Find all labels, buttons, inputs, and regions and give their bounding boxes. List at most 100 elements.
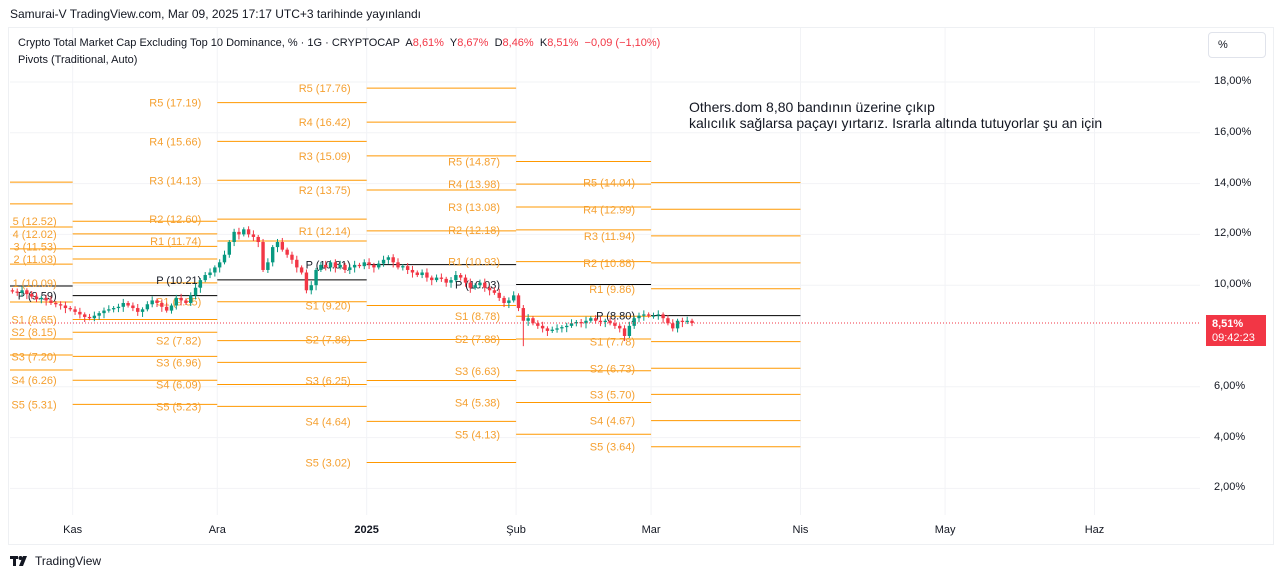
candle-down: [671, 323, 675, 329]
price-tick-label: 18,00%: [1214, 75, 1252, 87]
candle-down: [49, 300, 53, 303]
candle-up: [352, 264, 357, 268]
candle-up: [270, 247, 275, 263]
candle-up: [401, 266, 405, 268]
candle-up: [275, 242, 280, 248]
candle-down: [179, 297, 183, 301]
published-caption: Samurai-V TradingView.com, Mar 09, 2025 …: [10, 7, 421, 21]
candle-up: [314, 269, 318, 286]
candle-up: [20, 290, 24, 293]
pivot-level-label: S3 (6.96): [156, 357, 201, 369]
candle-down: [463, 277, 468, 283]
time-tick-label: 2025: [354, 524, 379, 536]
chart-annotation[interactable]: Others.dom 8,80 bandının üzerine çıkıp k…: [689, 99, 1102, 131]
candle-up: [507, 300, 511, 303]
candle-up: [338, 264, 342, 268]
candle-up: [97, 313, 101, 316]
candle-up: [603, 320, 607, 323]
pivot-level-label: S1 (8.65): [11, 314, 56, 326]
candle-down: [131, 305, 135, 309]
candle-down: [63, 305, 68, 309]
candle-down: [299, 267, 304, 273]
candle-down: [184, 300, 188, 303]
candle-down: [164, 306, 169, 311]
candle-down: [357, 264, 362, 267]
candle-down: [58, 304, 63, 306]
pivot-level-label: R4 (15.66): [149, 136, 201, 148]
candle-down: [391, 257, 395, 263]
symbol-title[interactable]: Crypto Total Market Cap Excluding Top 10…: [18, 37, 400, 49]
percent-scale-button[interactable]: %: [1208, 32, 1266, 58]
price-tick-label: 2,00%: [1214, 481, 1246, 494]
candle-down: [415, 272, 419, 276]
candle-up: [92, 315, 97, 319]
candle-up: [473, 285, 477, 288]
candle-up: [319, 264, 323, 270]
pivot-level-label: R1 (12.14): [299, 226, 351, 238]
price-tick-label: 6,00%: [1214, 379, 1246, 392]
candle-down: [73, 309, 77, 312]
time-tick-label: Kas: [63, 524, 83, 536]
pivot-level-label: S5 (5.23): [156, 401, 201, 413]
candle-down: [487, 287, 492, 291]
candle-down: [246, 229, 251, 235]
candle-up: [102, 310, 106, 314]
pivot-level-label: 4 (12.02): [13, 229, 57, 241]
pivot-level-label: 5 (12.52): [13, 216, 57, 228]
candle-up: [266, 262, 270, 270]
pivot-level-label: S4 (4.64): [305, 416, 350, 428]
symbol-row: Crypto Total Market Cap Excluding Top 10…: [18, 35, 660, 52]
candle-down: [613, 323, 617, 326]
candle-up: [584, 320, 588, 324]
candle-up: [242, 229, 246, 235]
pivot-level-label: S1 (7.78): [590, 337, 635, 349]
candle-down: [410, 269, 415, 273]
candle-up: [193, 287, 198, 296]
pivot-level-label: R5 (17.76): [299, 83, 351, 95]
candle-up: [565, 325, 569, 328]
price-tick-label: 16,00%: [1214, 125, 1252, 138]
change-value: −0,09 (−1,10%): [584, 37, 661, 49]
candle-down: [367, 262, 371, 265]
candle-up: [526, 318, 530, 321]
indicator-name[interactable]: Pivots (Traditional, Auto): [18, 54, 138, 66]
candle-up: [309, 285, 313, 291]
candle-up: [189, 295, 193, 303]
pivot-level-label: S1 (9.20): [305, 301, 350, 313]
high-value: 8,67%: [457, 37, 489, 49]
candle-down: [15, 291, 19, 293]
pivot-level-label: 3 (11.53): [13, 241, 56, 253]
candle-down: [439, 277, 444, 279]
candle-up: [150, 300, 154, 305]
time-tick-label: Mar: [641, 524, 661, 536]
candle-down: [680, 320, 685, 323]
pivot-level-label: S1 (9.35): [156, 297, 201, 309]
chart-plot-area[interactable]: 5 (12.52)4 (12.02)3 (11.53)2 (11.03) 1 (1…: [0, 0, 1200, 518]
candle-down: [396, 262, 400, 268]
candle-up: [449, 280, 453, 283]
tradingview-logo[interactable]: TradingView: [10, 554, 101, 568]
chart-legend: Crypto Total Market Cap Excluding Top 10…: [18, 35, 660, 69]
candle-up: [569, 323, 574, 326]
pivot-level-label: R3 (13.08): [448, 202, 500, 214]
candle-up: [203, 275, 207, 281]
annotation-line-2: kalıcılık sağlarsa paçayı yırtarız. Isra…: [689, 115, 1103, 131]
candle-down: [34, 296, 39, 300]
pivot-level-label: P (10.03): [455, 279, 500, 291]
candle-up: [232, 231, 236, 243]
candle-down: [304, 272, 309, 291]
candle-down: [540, 325, 545, 329]
pivot-level-label: R3 (11.94): [584, 231, 635, 243]
candle-up: [555, 328, 559, 330]
candle-up: [39, 297, 44, 300]
candle-down: [405, 266, 410, 270]
candle-down: [468, 282, 473, 288]
candle-down: [502, 297, 506, 303]
candle-down: [295, 259, 299, 268]
pivot-level-label: S2 (7.88): [455, 334, 500, 346]
low-value: 8,46%: [502, 37, 534, 49]
candle-up: [121, 302, 125, 307]
candle-down: [44, 297, 48, 301]
pivot-level-label: S4 (5.38): [455, 398, 500, 410]
candle-down: [290, 254, 294, 260]
